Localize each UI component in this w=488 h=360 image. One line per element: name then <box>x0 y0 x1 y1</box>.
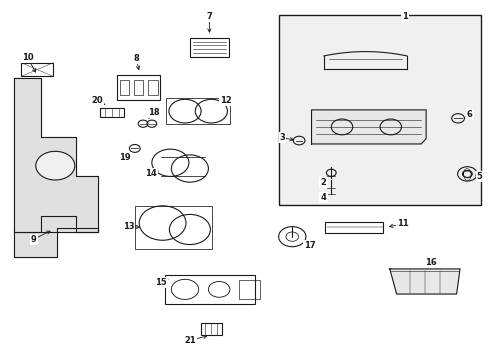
Bar <box>278 15 480 205</box>
Text: 2: 2 <box>320 178 326 187</box>
Text: 21: 21 <box>183 336 195 345</box>
Text: 11: 11 <box>396 219 408 228</box>
Bar <box>21 63 53 76</box>
Text: 14: 14 <box>145 169 157 178</box>
Polygon shape <box>14 78 98 232</box>
Text: 12: 12 <box>220 96 231 105</box>
Text: 1: 1 <box>402 12 407 21</box>
Circle shape <box>36 151 75 180</box>
Text: 18: 18 <box>148 108 160 117</box>
Text: 15: 15 <box>154 278 166 287</box>
Bar <box>134 80 143 95</box>
Text: 19: 19 <box>119 153 131 162</box>
Bar <box>117 75 160 100</box>
Text: 4: 4 <box>320 193 326 202</box>
Text: 7: 7 <box>206 12 212 21</box>
Bar <box>325 222 382 233</box>
Bar <box>120 80 129 95</box>
Polygon shape <box>389 269 459 294</box>
Bar <box>100 108 123 117</box>
Text: 9: 9 <box>31 235 37 244</box>
Polygon shape <box>14 216 98 257</box>
Bar <box>239 279 259 299</box>
Text: 10: 10 <box>21 53 33 62</box>
Bar <box>201 323 221 335</box>
Text: 20: 20 <box>91 96 103 105</box>
Text: 6: 6 <box>466 110 472 119</box>
Text: 16: 16 <box>424 258 436 267</box>
Bar <box>165 275 255 304</box>
Text: 8: 8 <box>133 54 139 63</box>
Text: 17: 17 <box>304 241 316 250</box>
Bar <box>166 98 229 124</box>
Text: 13: 13 <box>122 222 134 231</box>
Polygon shape <box>311 110 425 144</box>
Bar <box>148 80 158 95</box>
Text: 3: 3 <box>279 133 285 142</box>
Bar <box>135 206 212 249</box>
Text: 5: 5 <box>476 172 482 181</box>
Bar <box>189 38 228 57</box>
